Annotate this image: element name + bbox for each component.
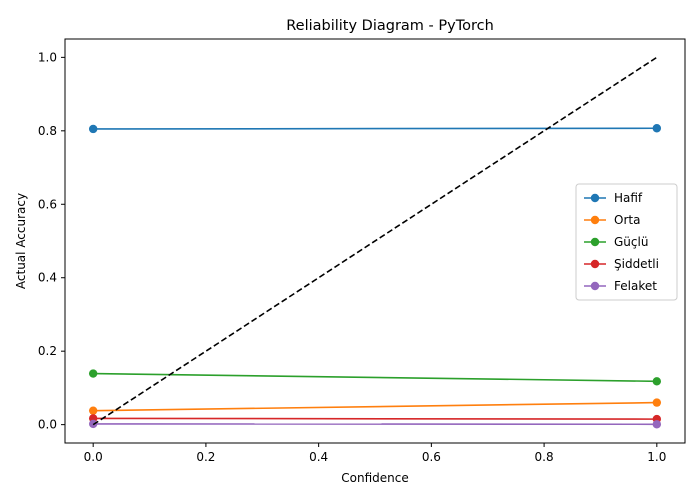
legend-swatch-marker: [590, 259, 600, 269]
x-tick-label: 0.2: [196, 450, 215, 464]
x-tick-label: 0.6: [422, 450, 441, 464]
chart-title: Reliability Diagram - PyTorch: [286, 18, 494, 34]
plot-frame: [64, 38, 686, 444]
data-point: [652, 398, 662, 407]
y-axis-label: Actual Accuracy: [14, 193, 28, 289]
data-point: [88, 124, 98, 134]
legend-swatch-marker: [590, 281, 600, 291]
y-tick-label: 0.2: [38, 344, 57, 358]
series-line: [93, 372, 657, 383]
legend: Hafif Orta Güçlü Şiddetli Felaket: [575, 183, 678, 301]
x-tick-label: 0.0: [84, 450, 103, 464]
data-point: [652, 377, 662, 386]
data-point: [88, 406, 98, 415]
legend-label: Orta: [614, 213, 640, 227]
y-tick-label: 0.0: [38, 418, 57, 432]
y-tick-label: 0.6: [38, 197, 57, 211]
legend-label: Şiddetli: [614, 257, 659, 271]
x-tick-label: 1.0: [647, 450, 666, 464]
legend-label: Felaket: [614, 279, 657, 293]
x-tick-label: 0.4: [309, 450, 328, 464]
legend-box: [575, 183, 678, 301]
plot-area: [88, 56, 662, 429]
data-point: [652, 124, 662, 133]
legend-label: Güçlü: [614, 235, 648, 249]
reference-line: [92, 56, 658, 426]
series-line: [93, 401, 657, 412]
data-point: [652, 420, 662, 429]
legend-swatch-marker: [590, 215, 600, 225]
y-tick-label: 0.4: [38, 271, 57, 285]
series-line: [93, 127, 657, 130]
legend-swatch-marker: [590, 237, 600, 247]
axis-ticks: 0.0 0.2 0.4 0.6 0.8 1.0 0.0 0.2 0.4 0.6 0.8 1.0: [38, 50, 666, 464]
y-tick-label: 1.0: [38, 50, 57, 64]
legend-swatch-marker: [590, 193, 600, 203]
x-tick-label: 0.8: [535, 450, 554, 464]
series-line: [93, 417, 657, 420]
legend-label: Hafif: [614, 191, 643, 205]
y-tick-label: 0.8: [38, 124, 57, 138]
data-point: [88, 369, 98, 378]
x-axis-label: Confidence: [341, 471, 408, 485]
